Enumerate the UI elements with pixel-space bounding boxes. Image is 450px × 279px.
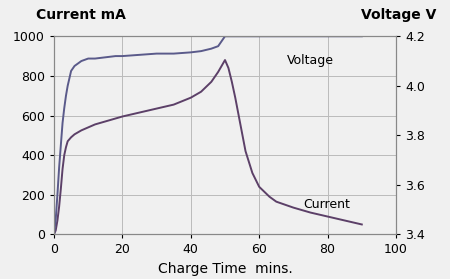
Text: Voltage V: Voltage V [361, 8, 436, 22]
Text: Voltage: Voltage [287, 54, 333, 67]
Text: Current: Current [304, 198, 351, 211]
X-axis label: Charge Time  mins.: Charge Time mins. [158, 262, 292, 276]
Text: Current mA: Current mA [36, 8, 126, 22]
